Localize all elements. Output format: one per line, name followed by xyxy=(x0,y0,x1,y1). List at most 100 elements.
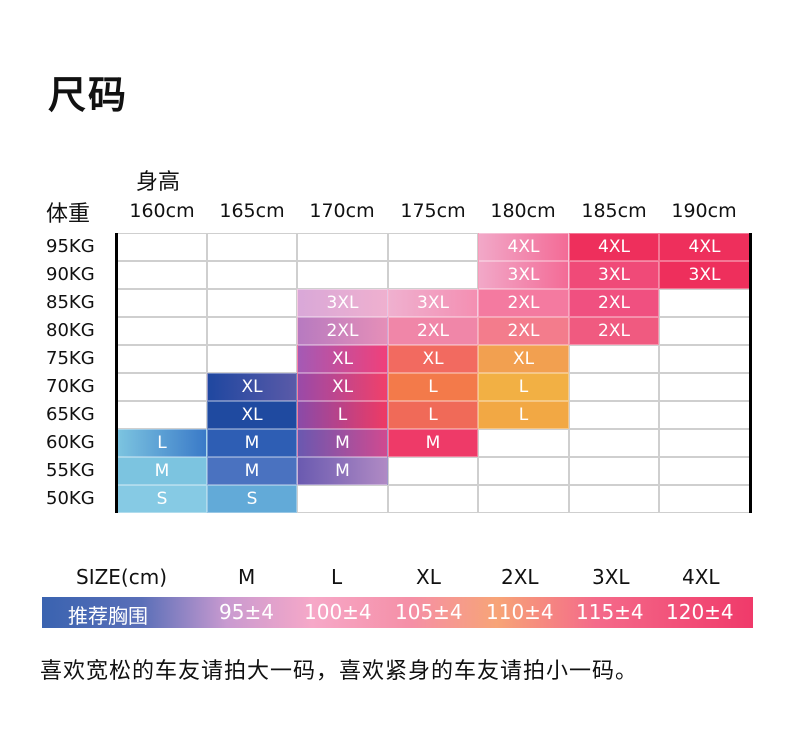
size-cell: 3XL xyxy=(659,261,750,289)
weight-header: 55KG xyxy=(46,460,95,481)
height-header: 180cm xyxy=(490,200,556,222)
empty-cell xyxy=(569,457,659,485)
empty-cell xyxy=(297,261,388,289)
size-cell: L xyxy=(388,401,478,429)
weight-header: 80KG xyxy=(46,320,95,341)
chest-value: 120±4 xyxy=(666,600,734,624)
size-cell: 3XL xyxy=(297,289,388,317)
empty-cell xyxy=(569,345,659,373)
height-axis-label: 身高 xyxy=(136,170,181,195)
empty-cell xyxy=(207,289,297,317)
empty-cell xyxy=(207,317,297,345)
size-cell: S xyxy=(117,485,207,513)
grid-left-border xyxy=(115,233,118,513)
weight-header: 60KG xyxy=(46,432,95,453)
size-cell: 4XL xyxy=(478,233,569,261)
empty-cell xyxy=(569,401,659,429)
empty-cell xyxy=(659,429,750,457)
weight-header: 70KG xyxy=(46,376,95,397)
size-cell: M xyxy=(297,457,388,485)
height-header: 165cm xyxy=(219,200,285,222)
chest-value: 100±4 xyxy=(304,600,372,624)
size-cell: M xyxy=(388,429,478,457)
size-label: L xyxy=(331,565,343,589)
empty-cell xyxy=(478,429,569,457)
empty-cell xyxy=(297,485,388,513)
size-cell: 2XL xyxy=(569,317,659,345)
fit-note: 喜欢宽松的车友请拍大一码，喜欢紧身的车友请拍小一码。 xyxy=(40,659,639,684)
size-label: 4XL xyxy=(682,565,720,589)
empty-cell xyxy=(659,401,750,429)
weight-header: 50KG xyxy=(46,488,95,509)
empty-cell xyxy=(569,373,659,401)
size-cell: L xyxy=(297,401,388,429)
height-header: 190cm xyxy=(671,200,737,222)
size-cell: 2XL xyxy=(478,317,569,345)
size-cell: S xyxy=(207,485,297,513)
weight-axis-label: 体重 xyxy=(46,202,91,227)
size-cell: XL xyxy=(478,345,569,373)
size-cell: 3XL xyxy=(569,261,659,289)
weight-header: 65KG xyxy=(46,404,95,425)
size-cell: M xyxy=(297,429,388,457)
height-header: 170cm xyxy=(309,200,375,222)
empty-cell xyxy=(388,485,478,513)
size-cell: 2XL xyxy=(478,289,569,317)
chest-value: 105±4 xyxy=(395,600,463,624)
size-label: 2XL xyxy=(501,565,539,589)
empty-cell xyxy=(569,429,659,457)
size-cell: 2XL xyxy=(388,317,478,345)
empty-cell xyxy=(659,317,750,345)
size-cell: XL xyxy=(207,401,297,429)
empty-cell xyxy=(117,261,207,289)
size-cell: XL xyxy=(388,345,478,373)
empty-cell xyxy=(659,485,750,513)
size-cell: M xyxy=(207,457,297,485)
empty-cell xyxy=(117,289,207,317)
chest-value: 95±4 xyxy=(219,600,274,624)
weight-header: 90KG xyxy=(46,264,95,285)
size-cell: 3XL xyxy=(388,289,478,317)
size-cell: XL xyxy=(297,345,388,373)
empty-cell xyxy=(117,373,207,401)
empty-cell xyxy=(297,233,388,261)
size-label: XL xyxy=(416,565,441,589)
size-label: M xyxy=(238,565,256,589)
size-cell: 2XL xyxy=(297,317,388,345)
size-row-label: SIZE(cm) xyxy=(76,565,168,589)
size-cell: L xyxy=(478,373,569,401)
empty-cell xyxy=(659,373,750,401)
empty-cell xyxy=(659,345,750,373)
empty-cell xyxy=(388,261,478,289)
size-cell: M xyxy=(207,429,297,457)
empty-cell xyxy=(207,233,297,261)
empty-cell xyxy=(478,485,569,513)
size-cell: 4XL xyxy=(659,233,750,261)
empty-cell xyxy=(117,317,207,345)
size-cell: XL xyxy=(207,373,297,401)
chest-gradient-bar xyxy=(42,597,753,628)
size-cell: M xyxy=(117,457,207,485)
size-cell: L xyxy=(117,429,207,457)
size-label: 3XL xyxy=(592,565,630,589)
empty-cell xyxy=(659,289,750,317)
empty-cell xyxy=(207,345,297,373)
empty-cell xyxy=(117,401,207,429)
size-cell: 4XL xyxy=(569,233,659,261)
grid-right-border xyxy=(749,233,752,513)
chest-value: 110±4 xyxy=(486,600,554,624)
size-cell: L xyxy=(388,373,478,401)
size-cell: 3XL xyxy=(478,261,569,289)
chest-label: 推荐胸围 xyxy=(68,604,148,628)
weight-header: 95KG xyxy=(46,236,95,257)
page-title: 尺码 xyxy=(48,73,129,117)
size-grid: 4XL 4XL 4XL 3XL 3XL 3XL 3XL 3XL 2XL 2XL 2XL 2XL 2XL 2… xyxy=(117,233,750,513)
empty-cell xyxy=(569,485,659,513)
weight-header: 85KG xyxy=(46,292,95,313)
size-cell: L xyxy=(478,401,569,429)
chest-value: 115±4 xyxy=(576,600,644,624)
empty-cell xyxy=(117,345,207,373)
empty-cell xyxy=(117,233,207,261)
empty-cell xyxy=(207,261,297,289)
weight-header: 75KG xyxy=(46,348,95,369)
